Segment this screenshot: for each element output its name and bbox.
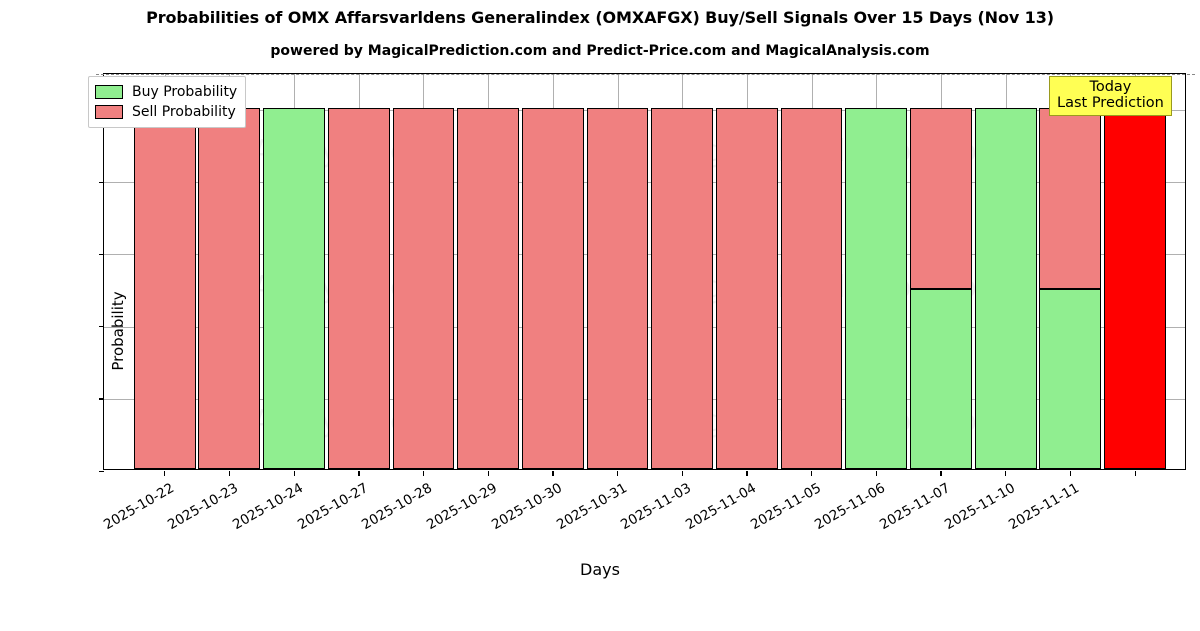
- bar-group[interactable]: [457, 74, 520, 469]
- y-axis-tick-mark: [99, 398, 104, 400]
- bar-segment-sell[interactable]: [521, 108, 584, 469]
- bar-segment-sell[interactable]: [910, 108, 972, 289]
- x-axis-tick-mark: [1005, 471, 1007, 476]
- legend-label-buy: Buy Probability: [132, 84, 238, 100]
- bar-group[interactable]: [780, 74, 843, 469]
- bar-group[interactable]: [586, 74, 649, 469]
- bar-segment-buy[interactable]: [845, 108, 908, 469]
- legend-swatch-sell-icon: [95, 105, 123, 119]
- bar-segment-sell[interactable]: [392, 108, 455, 469]
- bar-segment-buy[interactable]: [1039, 288, 1102, 469]
- bar-segment-sell[interactable]: [716, 108, 778, 469]
- x-axis-tick-mark: [875, 471, 878, 476]
- y-axis-tick-mark: [99, 326, 104, 328]
- bar-segment-sell[interactable]: [198, 108, 261, 469]
- legend-item-buy[interactable]: Buy Probability: [95, 82, 237, 102]
- chart-legend: Buy Probability Sell Probability: [88, 76, 247, 128]
- bar-group[interactable]: [716, 74, 778, 469]
- x-axis-tick-mark: [422, 471, 425, 476]
- x-axis-tick-mark: [358, 471, 360, 476]
- bar-group[interactable]: [910, 74, 972, 469]
- bar-segment-buy[interactable]: [974, 108, 1037, 469]
- x-axis-tick-mark: [811, 471, 813, 476]
- today-badge-line1: Today: [1089, 79, 1132, 95]
- y-axis-tick-mark: [99, 181, 104, 184]
- bar-group[interactable]: [327, 74, 390, 469]
- y-axis-tick-mark: [99, 253, 104, 256]
- bar-segment-buy[interactable]: [910, 288, 972, 469]
- bar-group[interactable]: [198, 74, 261, 469]
- x-axis-tick-mark: [1069, 471, 1072, 476]
- today-badge-line2: Last Prediction: [1057, 95, 1164, 112]
- plot-area: MagicalAnalysis.comMagicalPrediction.com…: [96, 73, 1195, 533]
- y-axis-tick-mark: [99, 470, 104, 472]
- bar-group[interactable]: [1104, 74, 1166, 469]
- bar-group[interactable]: [845, 74, 908, 469]
- bar-group[interactable]: [974, 74, 1037, 469]
- bar-segment-sell[interactable]: [651, 108, 714, 469]
- bar-segment-sell[interactable]: [780, 108, 843, 469]
- plot-inner: MagicalAnalysis.comMagicalPrediction.com…: [104, 74, 1185, 469]
- x-axis-tick-mark: [1134, 471, 1136, 476]
- bar-segment-today[interactable]: [1104, 108, 1166, 469]
- bar-group[interactable]: [1039, 74, 1102, 469]
- reference-dashed-line: [96, 74, 1195, 75]
- x-axis-tick-mark: [487, 471, 489, 476]
- x-axis-tick-mark: [552, 471, 554, 476]
- bar-segment-sell[interactable]: [133, 108, 196, 469]
- bar-group[interactable]: [392, 74, 455, 469]
- legend-swatch-buy-icon: [95, 85, 123, 99]
- bar-segment-sell[interactable]: [327, 108, 390, 469]
- x-axis-tick-mark: [293, 471, 295, 476]
- bar-group[interactable]: [521, 74, 584, 469]
- chart-subtitle: powered by MagicalPrediction.com and Pre…: [270, 43, 930, 59]
- bar-segment-sell[interactable]: [1039, 108, 1102, 289]
- bar-group[interactable]: [263, 74, 325, 469]
- x-axis-tick-mark: [228, 471, 231, 476]
- bar-group[interactable]: [651, 74, 714, 469]
- today-last-prediction-badge: Today Last Prediction: [1049, 76, 1172, 117]
- bars-layer: [104, 74, 1185, 469]
- bar-segment-sell[interactable]: [586, 108, 649, 469]
- legend-item-sell[interactable]: Sell Probability: [95, 102, 237, 122]
- x-axis-tick-mark: [681, 471, 683, 476]
- bar-segment-buy[interactable]: [263, 108, 325, 469]
- x-axis-tick-mark: [940, 471, 942, 476]
- bar-segment-sell[interactable]: [457, 108, 520, 469]
- x-axis-tick-mark: [164, 471, 166, 476]
- chart-title: Probabilities of OMX Affarsvarldens Gene…: [146, 8, 1054, 27]
- legend-label-sell: Sell Probability: [132, 104, 236, 120]
- chart-canvas: Probabilities of OMX Affarsvarldens Gene…: [88, 8, 1195, 579]
- x-axis-tick-mark: [746, 471, 748, 476]
- x-axis-label: Days: [580, 560, 620, 579]
- bar-group[interactable]: [133, 74, 196, 469]
- x-axis-tick-mark: [617, 471, 619, 476]
